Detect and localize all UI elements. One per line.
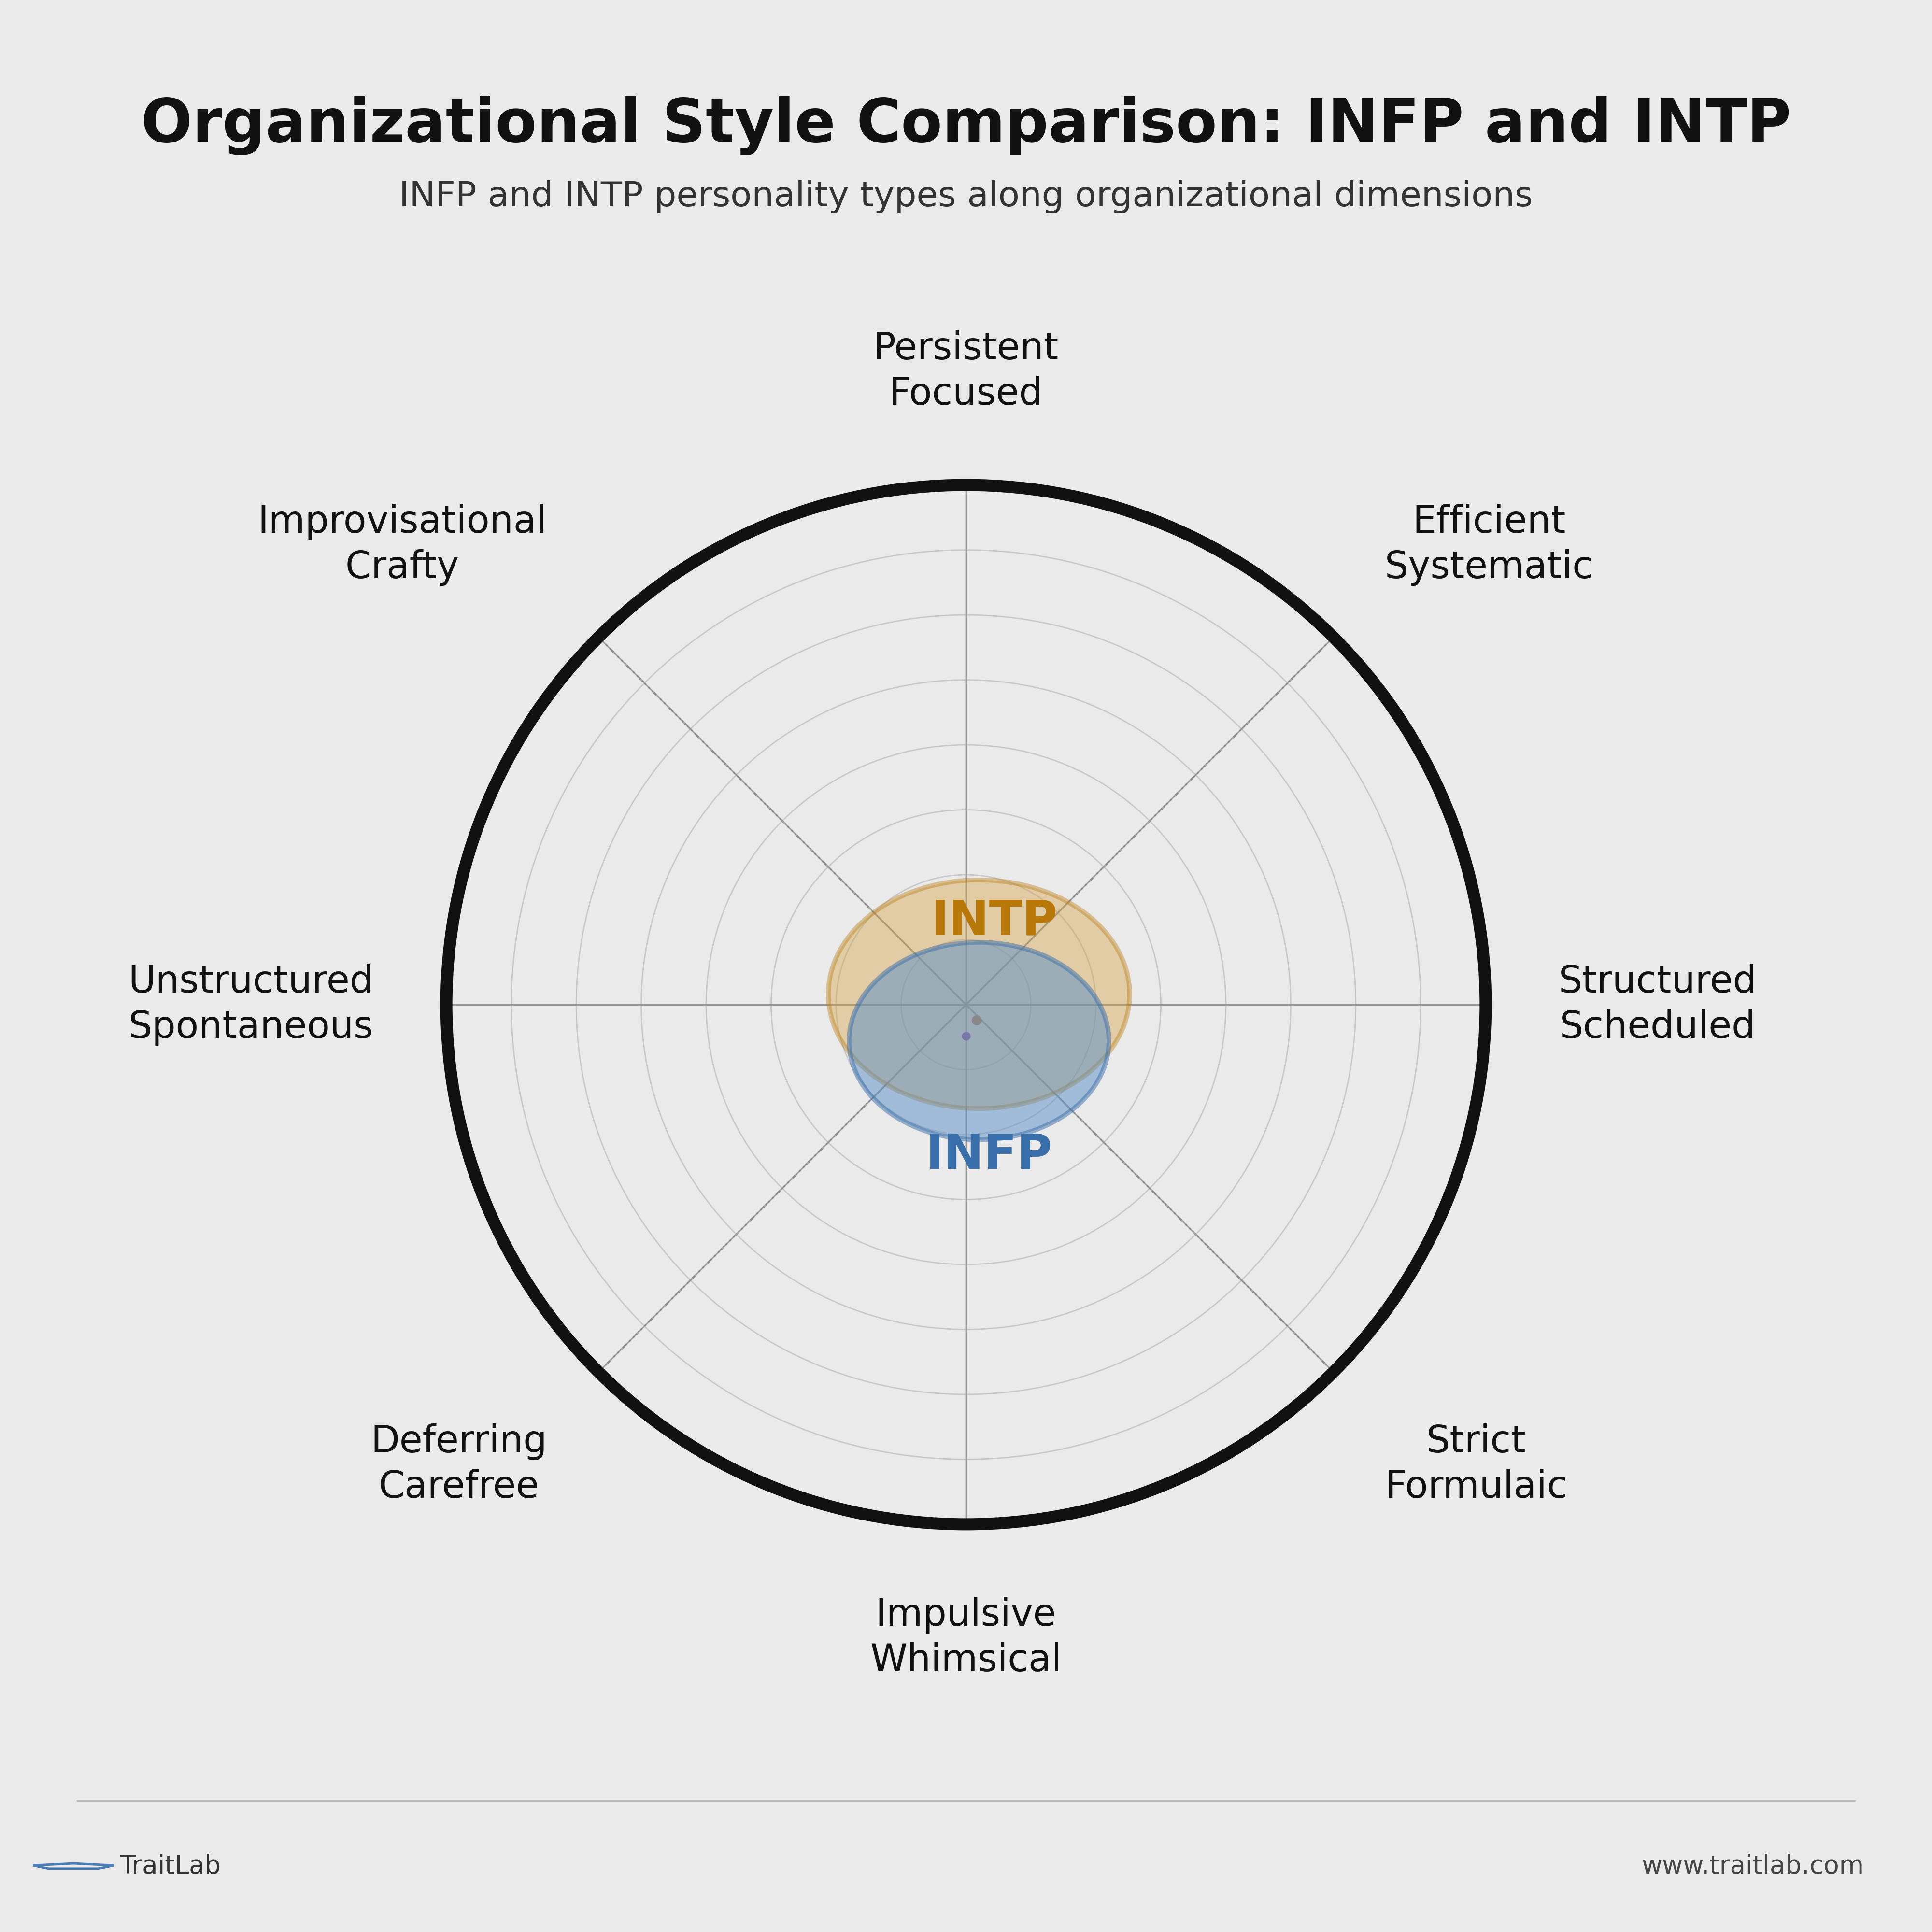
Text: Deferring
Carefree: Deferring Carefree bbox=[371, 1424, 547, 1505]
Text: Impulsive
Whimsical: Impulsive Whimsical bbox=[869, 1598, 1063, 1679]
Text: Improvisational
Crafty: Improvisational Crafty bbox=[257, 504, 547, 585]
Text: www.traitlab.com: www.traitlab.com bbox=[1642, 1855, 1864, 1878]
Text: INFP: INFP bbox=[925, 1132, 1053, 1179]
Text: Organizational Style Comparison: INFP and INTP: Organizational Style Comparison: INFP an… bbox=[141, 97, 1791, 155]
Text: Unstructured
Spontaneous: Unstructured Spontaneous bbox=[128, 964, 373, 1045]
Text: Persistent
Focused: Persistent Focused bbox=[873, 330, 1059, 412]
Text: INTP: INTP bbox=[931, 898, 1059, 945]
Text: Efficient
Systematic: Efficient Systematic bbox=[1385, 504, 1594, 585]
Ellipse shape bbox=[848, 943, 1109, 1140]
Text: Structured
Scheduled: Structured Scheduled bbox=[1559, 964, 1756, 1045]
Text: TraitLab: TraitLab bbox=[120, 1855, 220, 1878]
Text: Strict
Formulaic: Strict Formulaic bbox=[1385, 1424, 1567, 1505]
Text: INFP and INTP personality types along organizational dimensions: INFP and INTP personality types along or… bbox=[400, 180, 1532, 214]
Ellipse shape bbox=[829, 879, 1130, 1109]
